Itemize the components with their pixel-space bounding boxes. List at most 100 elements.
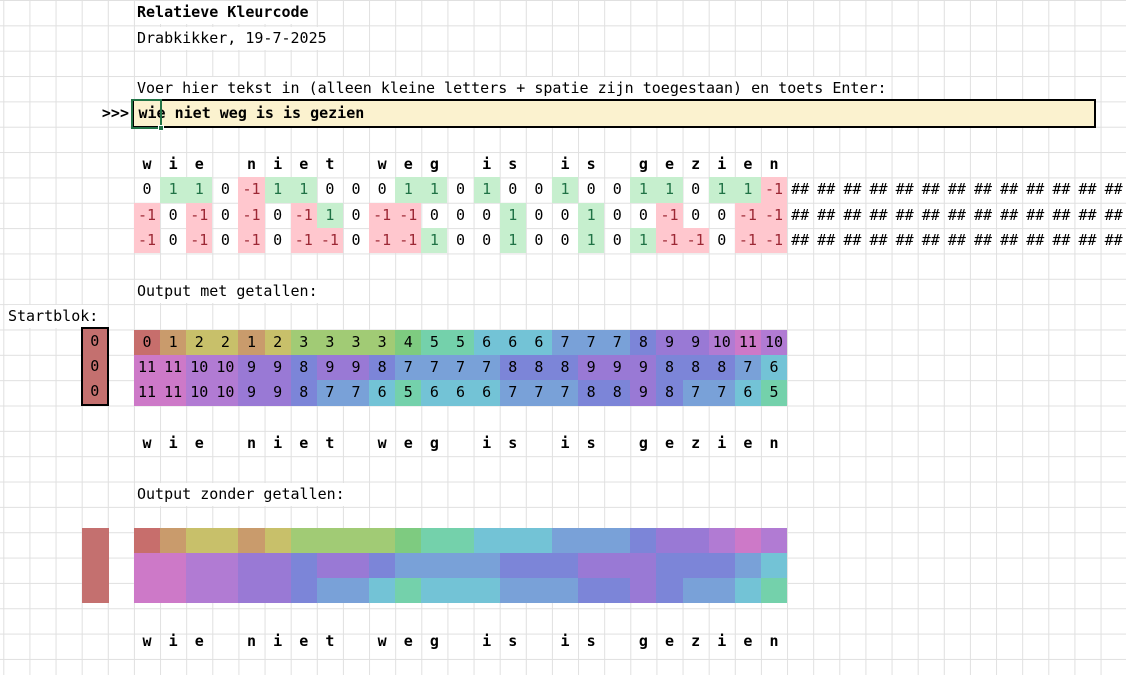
- overflow-cell[interactable]: ##: [843, 205, 862, 224]
- delta-cell[interactable]: 0: [534, 205, 544, 224]
- output-number-cell[interactable]: 10: [186, 354, 213, 381]
- delta-cell[interactable]: 0: [612, 180, 622, 199]
- delta-cell[interactable]: -1: [395, 202, 422, 229]
- output-color-cell[interactable]: [238, 553, 265, 579]
- delta-cell[interactable]: 0: [691, 180, 701, 199]
- output-number-cell[interactable]: 5: [760, 380, 788, 406]
- letter-cell[interactable]: g: [638, 155, 648, 174]
- output-color-cell[interactable]: [369, 528, 396, 554]
- overflow-cell[interactable]: ##: [791, 231, 810, 250]
- overflow-cell[interactable]: ##: [1104, 231, 1123, 250]
- letter-cell[interactable]: g: [429, 155, 439, 174]
- letter-cell[interactable]: s: [508, 632, 518, 651]
- output-color-cell[interactable]: [734, 578, 761, 604]
- output-number-cell[interactable]: 8: [551, 354, 579, 381]
- overflow-cell[interactable]: ##: [869, 180, 888, 199]
- overflow-cell[interactable]: ##: [791, 180, 810, 199]
- output-color-cell[interactable]: [708, 528, 735, 554]
- output-number-cell[interactable]: 8: [499, 354, 526, 381]
- letter-cell[interactable]: e: [403, 632, 413, 651]
- delta-cell[interactable]: -1: [238, 228, 265, 254]
- output-number-cell[interactable]: 8: [525, 354, 552, 381]
- letter-cell[interactable]: [343, 629, 369, 654]
- delta-cell[interactable]: 1: [734, 177, 761, 203]
- output-color-cell[interactable]: [160, 553, 187, 579]
- delta-cell[interactable]: 0: [273, 231, 283, 250]
- delta-cell[interactable]: 1: [160, 177, 187, 203]
- output-number-cell[interactable]: 7: [473, 354, 500, 381]
- delta-cell[interactable]: -1: [760, 228, 788, 254]
- letter-cell[interactable]: w: [142, 433, 152, 452]
- output-number-cell[interactable]: 10: [760, 329, 788, 355]
- letter-cell[interactable]: e: [403, 155, 413, 174]
- output-number-cell[interactable]: 6: [447, 380, 474, 406]
- delta-cell[interactable]: 1: [551, 177, 579, 203]
- delta-cell[interactable]: 1: [316, 202, 343, 229]
- delta-cell[interactable]: -1: [760, 202, 788, 229]
- output-color-cell[interactable]: [551, 528, 579, 554]
- letter-cell[interactable]: s: [508, 433, 518, 452]
- output-color-cell[interactable]: [578, 528, 605, 554]
- output-color-cell[interactable]: [290, 553, 317, 579]
- delta-cell[interactable]: 0: [142, 180, 152, 199]
- delta-cell[interactable]: 0: [377, 180, 387, 199]
- letter-cell[interactable]: i: [482, 433, 492, 452]
- delta-cell[interactable]: 0: [612, 205, 622, 224]
- output-color-cell[interactable]: [316, 578, 343, 604]
- delta-cell[interactable]: 0: [168, 231, 178, 250]
- overflow-cell[interactable]: ##: [895, 205, 914, 224]
- overflow-cell[interactable]: ##: [921, 231, 940, 250]
- letter-cell[interactable]: [343, 431, 369, 456]
- output-color-cell[interactable]: [238, 528, 265, 554]
- output-number-cell[interactable]: 7: [395, 354, 422, 381]
- delta-cell[interactable]: -1: [290, 202, 317, 229]
- output-color-cell[interactable]: [604, 553, 631, 579]
- letter-cell[interactable]: e: [194, 433, 204, 452]
- letter-cell[interactable]: e: [664, 632, 675, 651]
- startblock-cell[interactable]: 0: [90, 356, 100, 375]
- letter-cell[interactable]: i: [560, 433, 570, 452]
- delta-cell[interactable]: 0: [325, 180, 335, 199]
- letter-cell[interactable]: [212, 431, 238, 456]
- output-color-cell[interactable]: [499, 553, 526, 579]
- output-number-cell[interactable]: 5: [447, 329, 474, 355]
- output-color-cell[interactable]: [421, 528, 448, 554]
- delta-cell[interactable]: 0: [560, 231, 570, 250]
- output-color-cell[interactable]: [734, 553, 761, 579]
- output-number-cell[interactable]: 9: [238, 380, 265, 406]
- letter-cell[interactable]: g: [638, 433, 648, 452]
- letter-cell[interactable]: [604, 629, 630, 654]
- letter-cell[interactable]: e: [299, 155, 309, 174]
- startblock-bottom[interactable]: [82, 528, 109, 604]
- delta-cell[interactable]: -1: [760, 177, 788, 203]
- output-number-cell[interactable]: 8: [604, 380, 631, 406]
- overflow-cell[interactable]: ##: [817, 180, 836, 199]
- output-color-cell[interactable]: [160, 528, 187, 554]
- letter-cell[interactable]: g: [429, 433, 439, 452]
- letter-cell[interactable]: i: [717, 433, 727, 452]
- delta-cell[interactable]: 1: [578, 202, 605, 229]
- letter-cell[interactable]: i: [168, 433, 178, 452]
- output-number-cell[interactable]: 2: [212, 329, 239, 355]
- delta-cell[interactable]: 0: [220, 231, 230, 250]
- selection-fill-handle[interactable]: [157, 125, 164, 131]
- letter-cell[interactable]: e: [743, 155, 753, 174]
- delta-cell[interactable]: 0: [273, 205, 283, 224]
- output-color-cell[interactable]: [186, 578, 213, 604]
- output-number-cell[interactable]: 9: [604, 354, 631, 381]
- output-number-cell[interactable]: 1: [238, 329, 265, 355]
- overflow-cell[interactable]: ##: [947, 205, 966, 224]
- output-number-cell[interactable]: 7: [421, 354, 448, 381]
- delta-cell[interactable]: 1: [630, 228, 657, 254]
- letter-cell[interactable]: i: [717, 155, 727, 174]
- delta-cell[interactable]: -1: [656, 228, 683, 254]
- delta-cell[interactable]: 0: [534, 231, 544, 250]
- overflow-cell[interactable]: ##: [895, 180, 914, 199]
- letter-cell[interactable]: n: [769, 632, 779, 651]
- output-color-cell[interactable]: [578, 553, 605, 579]
- letter-cell[interactable]: i: [273, 433, 283, 452]
- output-number-cell[interactable]: 7: [342, 380, 370, 406]
- delta-cell[interactable]: 0: [351, 180, 361, 199]
- delta-cell[interactable]: 0: [351, 231, 361, 250]
- overflow-cell[interactable]: ##: [921, 205, 940, 224]
